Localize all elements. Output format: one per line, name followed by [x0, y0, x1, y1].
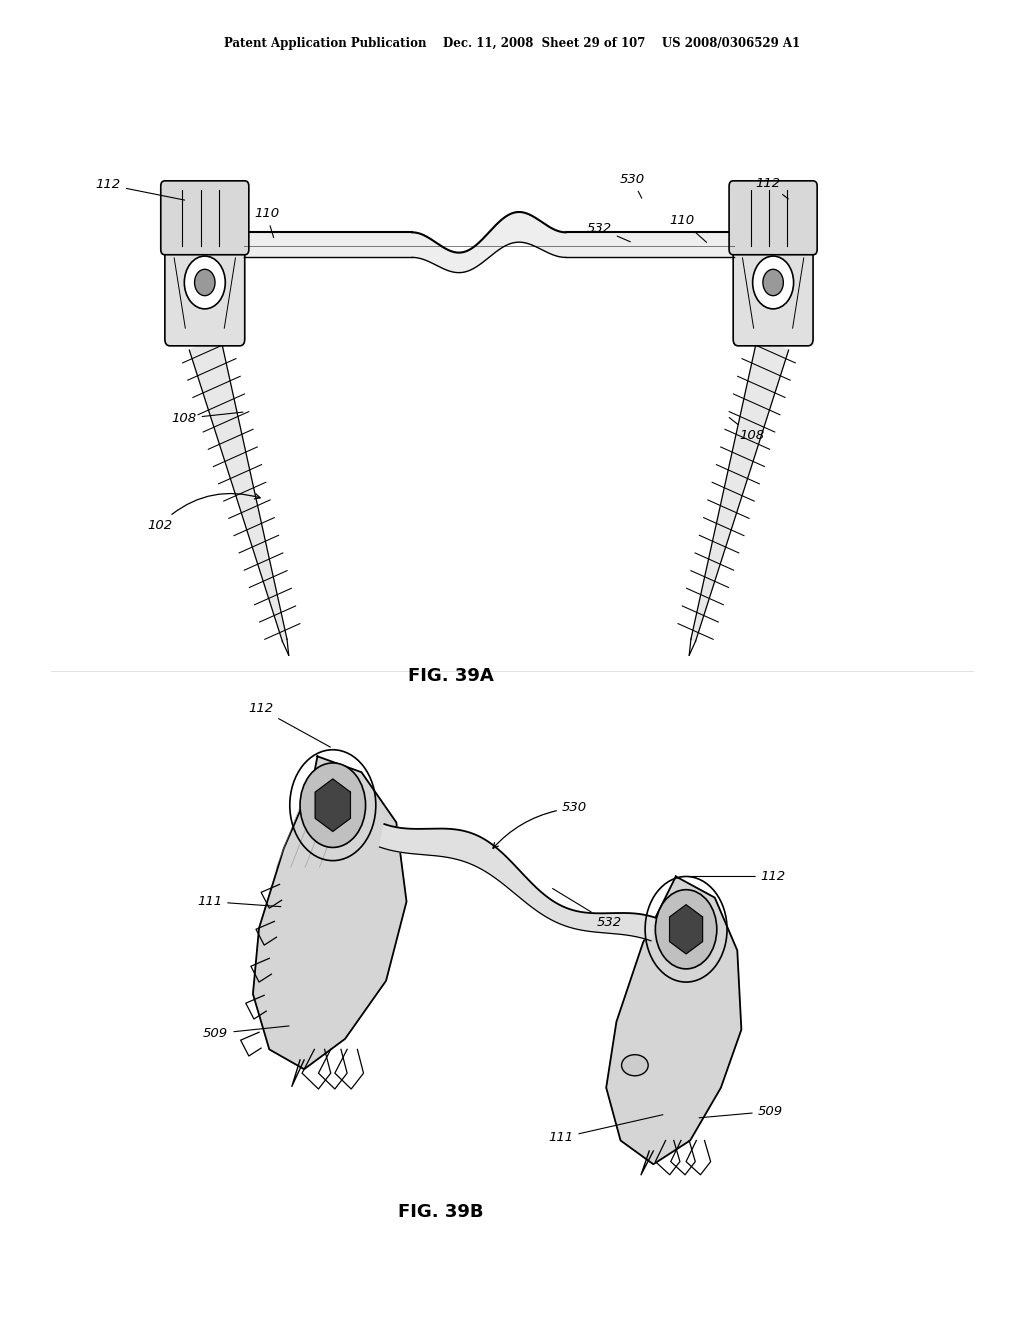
Text: 532: 532 [553, 888, 622, 929]
Circle shape [195, 269, 215, 296]
Circle shape [763, 269, 783, 296]
Circle shape [753, 256, 794, 309]
FancyBboxPatch shape [165, 240, 245, 346]
Text: 108: 108 [171, 412, 243, 425]
Text: 530: 530 [620, 173, 645, 198]
FancyBboxPatch shape [729, 181, 817, 255]
Polygon shape [244, 213, 734, 273]
Polygon shape [606, 876, 741, 1164]
Text: 110: 110 [254, 207, 280, 238]
Circle shape [300, 763, 366, 847]
Text: 112: 112 [689, 870, 786, 883]
Text: FIG. 39A: FIG. 39A [408, 667, 494, 685]
Text: 111: 111 [197, 895, 281, 908]
Ellipse shape [622, 1055, 648, 1076]
Text: 108: 108 [729, 417, 765, 442]
Text: 112: 112 [756, 177, 788, 199]
Text: 111: 111 [548, 1114, 663, 1144]
Text: 509: 509 [699, 1105, 783, 1118]
Polygon shape [691, 337, 788, 642]
Circle shape [655, 890, 717, 969]
Text: 110: 110 [670, 214, 707, 243]
FancyBboxPatch shape [161, 181, 249, 255]
Circle shape [184, 256, 225, 309]
Text: Patent Application Publication    Dec. 11, 2008  Sheet 29 of 107    US 2008/0306: Patent Application Publication Dec. 11, … [224, 37, 800, 50]
Text: 509: 509 [203, 1026, 289, 1040]
Text: 532: 532 [587, 222, 631, 242]
Polygon shape [670, 904, 702, 954]
Text: 530: 530 [493, 801, 587, 849]
Polygon shape [189, 337, 287, 642]
Text: 112: 112 [248, 702, 331, 747]
Polygon shape [380, 824, 655, 941]
Text: 112: 112 [95, 178, 184, 201]
Polygon shape [315, 779, 350, 832]
Polygon shape [253, 756, 407, 1069]
Text: FIG. 39B: FIG. 39B [397, 1203, 483, 1221]
FancyBboxPatch shape [733, 240, 813, 346]
Text: 102: 102 [146, 494, 260, 532]
